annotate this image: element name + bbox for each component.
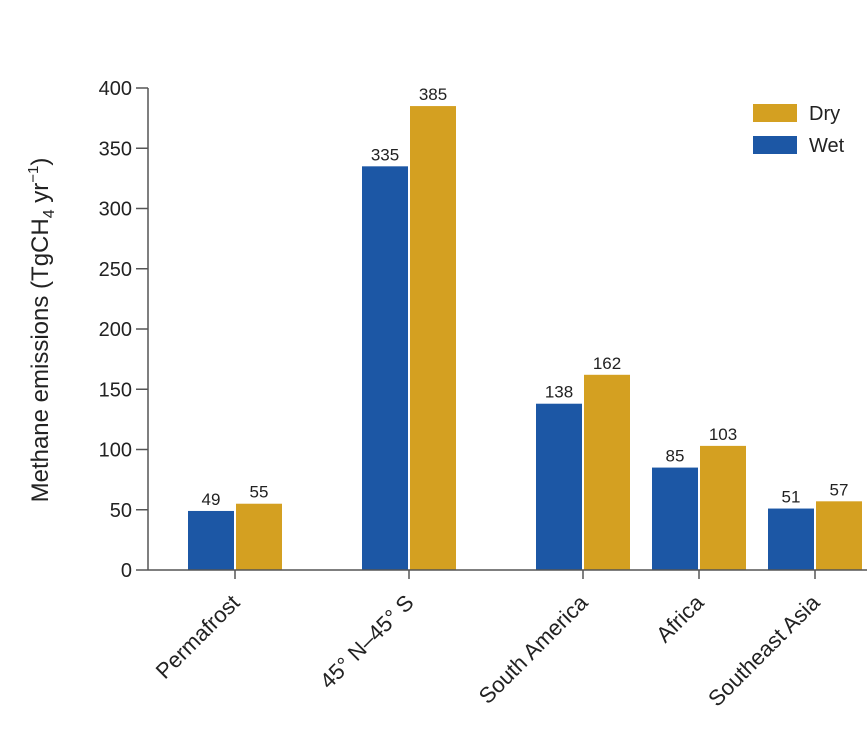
x-tick-label-africa: Africa [651,589,709,647]
bar-dry-africa [700,445,746,570]
y-tick-label: 200 [99,319,132,341]
y-tick-label: 150 [99,379,132,401]
data-label-wet-45-n-45-s: 335 [371,145,399,164]
data-label-wet-permafrost: 49 [202,490,221,509]
y-tick-label: 250 [99,259,132,281]
legend-label-dry: Dry [809,103,840,125]
data-label-dry-south-america: 162 [593,354,621,373]
y-tick-label: 0 [121,560,132,582]
bar-wet-permafrost [188,510,234,570]
x-tick-label-south-america: South America [474,589,593,708]
bar-wet-southeast-asia [768,508,814,570]
y-tick-label: 300 [99,199,132,221]
bar-dry-south-america [584,374,630,570]
legend-swatch-dry [753,104,797,122]
x-tick-label-southeast-asia: Southeast Asia [703,589,825,711]
legend: Dry Wet [753,103,845,157]
y-tick-label: 100 [99,440,132,462]
y-axis: 0 50 100 150 200 250 300 350 400 [99,78,149,582]
y-axis-title: Methane emissions (TgCH4 yr−1) [25,158,58,503]
bar-dry-southeast-asia [816,501,862,570]
data-label-dry-southeast-asia: 57 [830,480,849,499]
y-tick-label: 350 [99,138,132,160]
legend-swatch-wet [753,136,797,154]
x-tick-label-45-n-45-s: 45° N–45° S [315,590,419,694]
bar-dry-45-n-45-s [410,106,456,570]
bar-wet-south-america [536,403,582,570]
data-label-dry-africa: 103 [709,425,737,444]
x-tick-label-permafrost: Permafrost [151,590,245,684]
data-label-dry-permafrost: 55 [250,483,269,502]
y-tick-label: 50 [110,500,132,522]
x-axis: Permafrost 45° N–45° S South America Africa… [148,569,867,711]
bar-wet-africa [652,467,698,570]
data-label-dry-45-n-45-s: 385 [419,85,447,104]
data-label-wet-africa: 85 [666,447,685,466]
bar-dry-permafrost [236,503,282,570]
bars [188,106,862,570]
bar-wet-45-n-45-s [362,166,408,570]
data-label-wet-southeast-asia: 51 [782,488,801,507]
legend-label-wet: Wet [809,135,845,157]
y-tick-label: 400 [99,78,132,100]
data-label-wet-south-america: 138 [545,383,573,402]
data-labels: 49 55 335 385 138 162 85 103 51 57 [202,85,849,509]
